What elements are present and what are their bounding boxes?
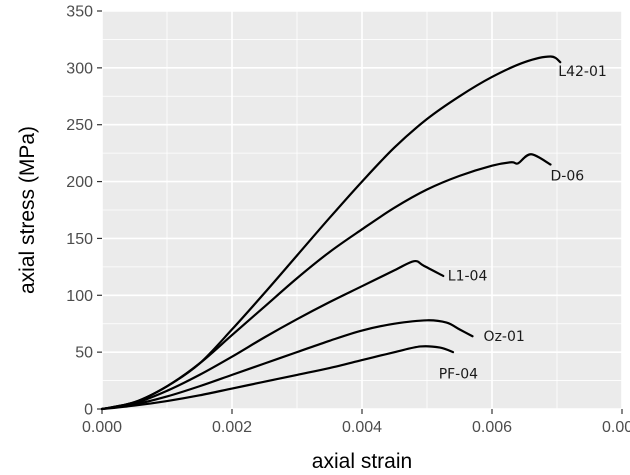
series-line-l1-04 [100,259,445,411]
tick-labels: 0.000 0.002 0.004 0.006 0.008 0 50 100 150 200 250… [66,4,630,437]
series-line-d-06 [100,153,552,411]
y-tick-label: 200 [66,174,93,191]
axis-ticks [97,10,623,414]
y-tick-label: 0 [84,402,93,419]
series-labels: L42-01 D-06 L1-04 Oz-01 PF-04 [439,64,607,382]
y-tick-label: 300 [66,60,93,77]
series-label-d-06: D-06 [551,168,585,184]
y-tick-label: 350 [66,4,93,21]
series-line-pf-04 [100,345,455,411]
x-axis-title: axial strain [312,450,412,473]
series-label-l1-04: L1-04 [448,269,488,285]
y-tick-label: 150 [66,231,93,248]
y-tick-label: 100 [66,288,93,305]
series-label-pf-04: PF-04 [439,366,478,382]
y-tick-label: 50 [75,345,93,362]
y-axis-title: axial stress (MPa) [16,126,39,294]
x-tick-label: 0.008 [602,419,630,436]
x-tick-label: 0.006 [472,419,512,436]
y-tick-label: 250 [66,117,93,134]
series-lines [100,55,562,411]
grid-lines [101,10,623,410]
series-line-oz-01 [100,319,474,411]
series-label-l42-01: L42-01 [558,64,606,80]
series-label-oz-01: Oz-01 [484,329,525,345]
x-tick-label: 0.002 [212,419,252,436]
x-tick-label: 0.004 [342,419,382,436]
x-tick-label: 0.000 [82,419,122,436]
